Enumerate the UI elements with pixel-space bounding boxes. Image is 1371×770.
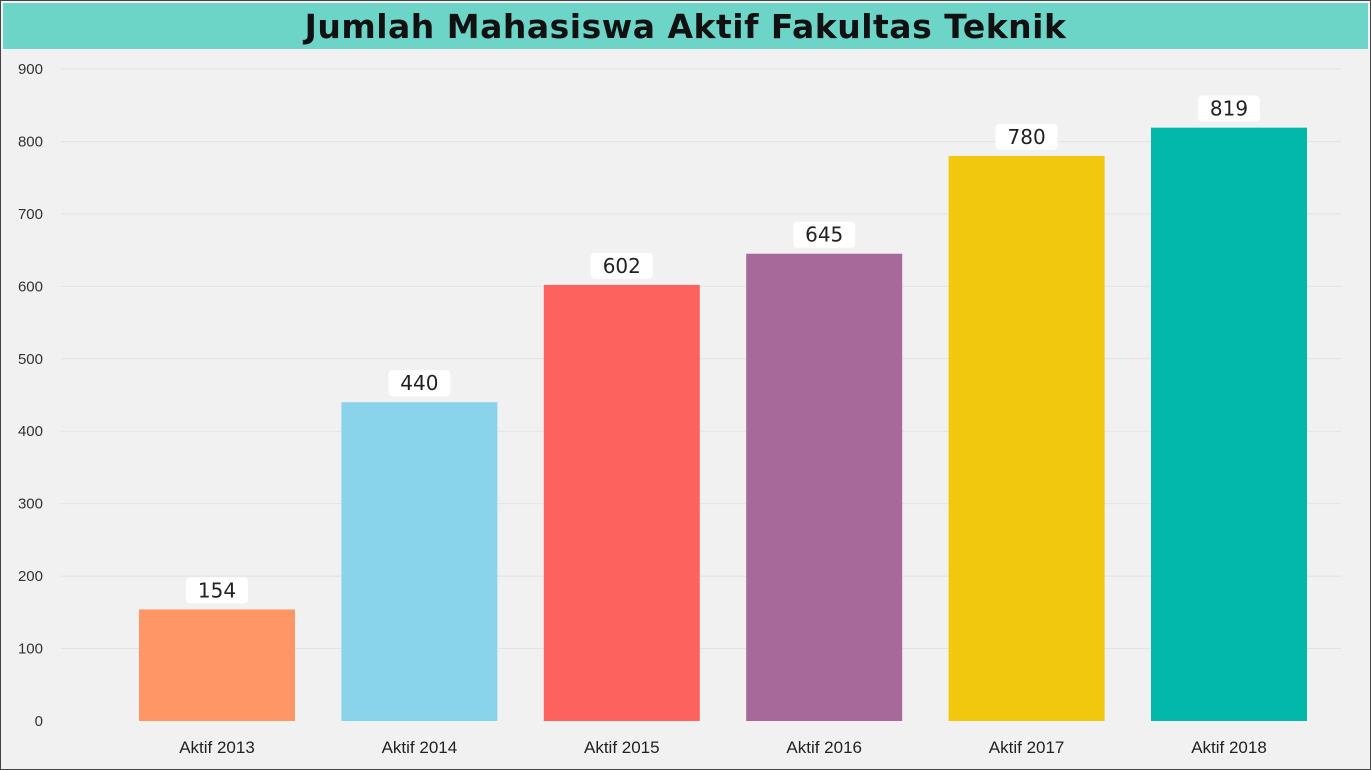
data-label: 440	[400, 371, 438, 395]
chart-title-bar: Jumlah Mahasiswa Aktif Fakultas Teknik	[3, 3, 1368, 49]
data-label-bg	[1198, 95, 1260, 122]
bar	[746, 253, 903, 721]
x-tick-label: Aktif 2017	[989, 738, 1065, 757]
y-tick-label: 600	[18, 278, 43, 295]
y-tick-label: 300	[18, 496, 43, 513]
x-tick-label: Aktif 2018	[1191, 738, 1267, 757]
x-tick-label: Aktif 2013	[179, 738, 255, 757]
y-tick-label: 0	[35, 713, 43, 730]
chart-title: Jumlah Mahasiswa Aktif Fakultas Teknik	[304, 7, 1067, 46]
y-tick-label: 500	[18, 351, 43, 368]
data-label-bg	[793, 221, 856, 248]
data-label-bg	[388, 370, 451, 397]
data-label-bg	[590, 252, 653, 279]
data-label-bg	[186, 577, 248, 604]
bar	[341, 402, 498, 721]
x-tick-label: Aktif 2016	[786, 738, 862, 757]
bar	[1151, 127, 1307, 722]
y-tick-label: 700	[18, 206, 43, 223]
bar	[543, 284, 700, 721]
y-tick-label: 200	[18, 568, 43, 585]
y-tick-label: 400	[18, 423, 43, 440]
data-label: 645	[805, 223, 843, 247]
data-label-bg	[995, 123, 1058, 150]
x-tick-label: Aktif 2015	[584, 738, 660, 757]
y-tick-label: 900	[18, 61, 43, 78]
data-label: 819	[1210, 97, 1248, 121]
bar	[948, 155, 1105, 721]
x-tick-label: Aktif 2014	[382, 738, 458, 757]
data-label: 780	[1008, 125, 1046, 149]
data-label: 154	[198, 578, 236, 602]
bar	[139, 609, 295, 721]
y-tick-label: 800	[18, 133, 43, 150]
data-label: 602	[603, 254, 641, 278]
y-tick-label: 100	[18, 641, 43, 658]
